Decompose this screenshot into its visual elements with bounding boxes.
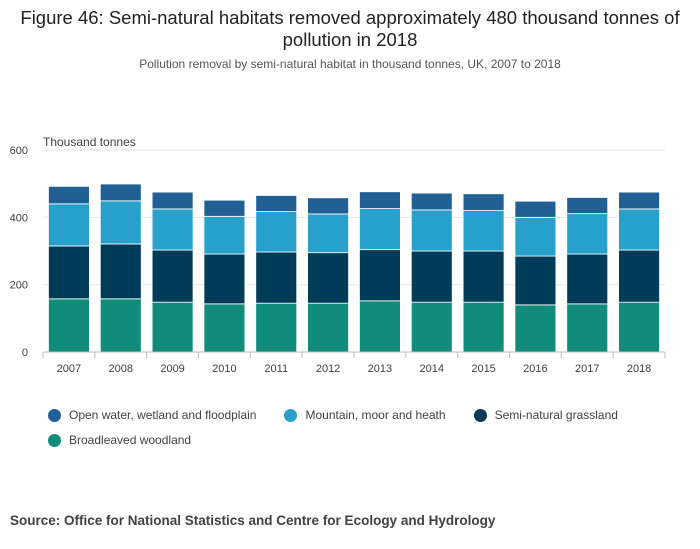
legend-swatch [284, 408, 298, 422]
bar-segment[interactable] [48, 298, 90, 353]
bar-segment[interactable] [359, 208, 401, 251]
x-tick-label: 2008 [109, 363, 133, 375]
bar-segment[interactable] [514, 200, 557, 218]
x-tick-label: 2017 [575, 363, 599, 375]
x-tick-label: 2015 [471, 363, 495, 375]
legend-label: Broadleaved woodland [69, 433, 192, 447]
bar-segment[interactable] [618, 208, 660, 251]
legend-item-open-water[interactable]: Open water, wetland and floodplain [48, 407, 256, 423]
bar-segment[interactable] [514, 304, 557, 353]
bar-segment[interactable] [255, 195, 298, 213]
bar-segment[interactable] [99, 243, 142, 300]
legend-label: Semi-natural grassland [494, 408, 618, 422]
y-tick-label: 400 [10, 212, 28, 224]
legend-label: Mountain, moor and heath [305, 408, 446, 422]
bar-segment[interactable] [203, 253, 246, 305]
source-note: Source: Office for National Statistics a… [10, 513, 496, 528]
bar-segment[interactable] [99, 298, 142, 353]
bar-segment[interactable] [462, 193, 505, 211]
y-tick-label: 600 [10, 145, 28, 157]
bar-segment[interactable] [99, 183, 142, 202]
bar-segment[interactable] [566, 213, 609, 255]
bar-segment[interactable] [203, 303, 246, 353]
bar-segment[interactable] [514, 255, 557, 306]
legend-swatch [473, 408, 487, 422]
bar-segment[interactable] [151, 191, 194, 210]
legend-item-grassland[interactable]: Semi-natural grassland [473, 407, 618, 423]
bar-segment[interactable] [99, 200, 142, 245]
chart-subtitle: Pollution removal by semi-natural habita… [139, 57, 561, 71]
bar-segment[interactable] [566, 303, 609, 353]
x-tick-label: 2007 [57, 363, 81, 375]
bar-segment[interactable] [462, 210, 505, 252]
legend: Open water, wetland and floodplain Mount… [48, 407, 668, 448]
bar-segment[interactable] [48, 245, 90, 300]
bar-segment[interactable] [151, 249, 194, 303]
y-axis-label: Thousand tonnes [43, 135, 136, 149]
x-tick-label: 2009 [160, 363, 184, 375]
bar-segment[interactable] [410, 250, 453, 303]
legend-swatch [48, 408, 61, 422]
bar-segment[interactable] [359, 300, 401, 353]
bar-segment[interactable] [307, 302, 349, 353]
legend-item-mountain-moor[interactable]: Mountain, moor and heath [284, 407, 446, 423]
y-axis-ticks: 0 200 400 600 [10, 145, 28, 359]
bar-segment[interactable] [151, 301, 194, 353]
bar-segment[interactable] [48, 203, 90, 247]
bar-segment[interactable] [48, 185, 90, 205]
bar-segment[interactable] [151, 208, 194, 251]
bar-segment[interactable] [462, 250, 505, 303]
bar-segment[interactable] [514, 216, 557, 257]
bar-segment[interactable] [359, 249, 401, 302]
bar-segment[interactable] [203, 199, 246, 217]
bar-segment[interactable] [255, 302, 298, 353]
legend-swatch [48, 433, 61, 447]
y-tick-label: 0 [22, 347, 28, 359]
x-axis-ticks: 2007 2008 2009 2010 2011 2012 2013 2014 2015 2016… [42, 352, 666, 375]
x-tick-label: 2018 [627, 363, 651, 375]
x-tick-label: 2014 [420, 363, 444, 375]
chart-title: Figure 46: Semi-natural habitats removed… [20, 7, 680, 50]
bar-segment[interactable] [255, 211, 298, 253]
bar-segment[interactable] [203, 215, 246, 255]
legend-item-woodland[interactable]: Broadleaved woodland [48, 432, 191, 448]
legend-label: Open water, wetland and floodplain [69, 408, 257, 422]
bar-segment[interactable] [359, 191, 401, 209]
x-tick-label: 2012 [316, 363, 340, 375]
bar-segment[interactable] [307, 252, 349, 304]
bar-segment[interactable] [462, 301, 505, 353]
bar-segment[interactable] [566, 253, 609, 305]
bar-segment[interactable] [618, 249, 660, 303]
bar-segment[interactable] [618, 301, 660, 353]
y-tick-label: 200 [10, 280, 28, 292]
bar-segment[interactable] [307, 197, 349, 215]
x-tick-label: 2013 [368, 363, 392, 375]
bar-segment[interactable] [410, 192, 453, 211]
bar-segment[interactable] [307, 213, 349, 254]
gridlines [43, 149, 665, 286]
x-tick-label: 2011 [264, 363, 288, 375]
bar-segment[interactable] [618, 191, 660, 210]
bar-segment[interactable] [255, 251, 298, 304]
x-tick-label: 2016 [523, 363, 547, 375]
bar-group [48, 183, 660, 353]
bar-segment[interactable] [410, 301, 453, 353]
bar-segment[interactable] [410, 209, 453, 252]
x-tick-label: 2010 [212, 363, 236, 375]
bar-segment[interactable] [566, 197, 609, 215]
